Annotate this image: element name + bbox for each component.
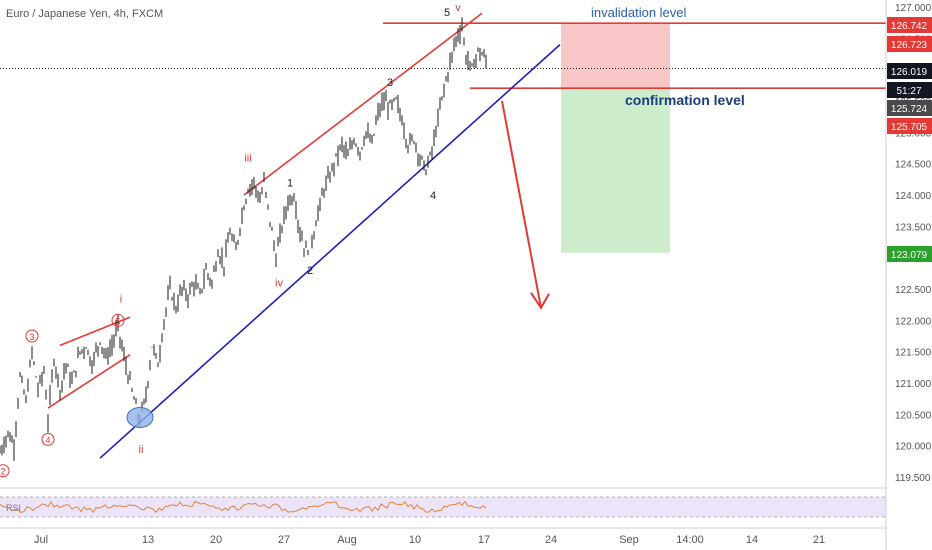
upper-channel-line bbox=[243, 12, 483, 196]
x-tick-label: 14 bbox=[746, 534, 758, 546]
rsi-label: RSI bbox=[6, 503, 21, 513]
y-tick-label: 120.000 bbox=[895, 442, 932, 453]
x-tick-label: 27 bbox=[278, 534, 290, 546]
y-tick-label: 119.500 bbox=[895, 473, 931, 484]
x-tick-label: Sep bbox=[619, 534, 639, 546]
target-zone bbox=[561, 88, 670, 253]
price-badge-label: 123.079 bbox=[891, 250, 928, 261]
y-tick-label: 123.500 bbox=[895, 222, 932, 233]
wave-label: iii bbox=[244, 152, 251, 164]
wave-label-circle bbox=[25, 329, 39, 343]
wave-label: v bbox=[455, 2, 461, 14]
wave-label: 5 bbox=[444, 7, 450, 19]
wave-label: 4 bbox=[430, 190, 436, 202]
x-tick-label: 17 bbox=[478, 534, 490, 546]
y-tick-label: 122.500 bbox=[895, 285, 932, 296]
price-badge-label: 126.019 bbox=[891, 67, 928, 78]
price-badge bbox=[887, 82, 932, 98]
x-tick-label: 20 bbox=[210, 534, 222, 546]
x-tick-label: 13 bbox=[142, 534, 154, 546]
price-badge bbox=[887, 100, 932, 116]
x-tick-label: 14:00 bbox=[676, 534, 704, 546]
price-badge bbox=[887, 36, 932, 52]
x-tick-label: 10 bbox=[409, 534, 421, 546]
y-tick-label: 121.500 bbox=[895, 348, 932, 359]
price-badge-label: 125.724 bbox=[891, 104, 928, 115]
forecast-arrow-line bbox=[501, 100, 542, 308]
price-badge bbox=[887, 63, 932, 79]
wave-label: 2 bbox=[307, 265, 313, 277]
wave-label: iv bbox=[275, 278, 283, 290]
wave-label: 4 bbox=[45, 435, 50, 445]
invalidation-level-label: invalidation level bbox=[591, 5, 687, 20]
x-tick-label: Aug bbox=[337, 534, 357, 546]
wave-label: i bbox=[120, 293, 122, 305]
x-tick-label: 24 bbox=[545, 534, 557, 546]
wave-label-circle bbox=[0, 464, 10, 478]
wave-label: 3 bbox=[29, 332, 34, 342]
wave-label: 3 bbox=[387, 77, 393, 89]
stop-zone bbox=[561, 23, 670, 89]
wave-label-circle bbox=[111, 313, 125, 327]
wave-ii-highlight bbox=[126, 406, 154, 428]
y-tick-label: 124.500 bbox=[895, 160, 932, 171]
y-tick-label: 122.000 bbox=[895, 316, 932, 327]
rsi-line bbox=[0, 500, 487, 514]
wave-label: 5 bbox=[115, 316, 120, 326]
y-tick-label: 127.000 bbox=[895, 3, 932, 14]
price-badge bbox=[887, 17, 932, 33]
y-tick-label: 121.000 bbox=[895, 379, 932, 390]
forecast-arrow-head bbox=[530, 292, 550, 310]
confirmation-level-label: confirmation level bbox=[625, 92, 745, 108]
price-badge-label: 126.723 bbox=[891, 40, 928, 51]
wave-label: 1 bbox=[287, 177, 293, 189]
price-badge-label: 51:27 bbox=[896, 86, 921, 97]
price-badge bbox=[887, 246, 932, 262]
wave-label-circle bbox=[41, 432, 55, 446]
wedge-lower-line bbox=[47, 354, 131, 409]
price-badge-label: 125.705 bbox=[891, 122, 928, 133]
x-tick-label: Jul bbox=[34, 534, 48, 546]
lower-channel-line bbox=[99, 44, 561, 459]
y-tick-label: 124.000 bbox=[895, 191, 932, 202]
y-tick-label: 120.500 bbox=[895, 410, 932, 421]
chart-title: Euro / Japanese Yen, 4h, FXCM bbox=[6, 8, 164, 20]
price-badge-label: 126.742 bbox=[891, 21, 928, 32]
price-bars bbox=[0, 17, 487, 461]
x-tick-label: 21 bbox=[813, 534, 825, 546]
wave-label: ii bbox=[139, 444, 144, 456]
wave-label: 2 bbox=[0, 467, 5, 477]
price-badge bbox=[887, 118, 932, 134]
